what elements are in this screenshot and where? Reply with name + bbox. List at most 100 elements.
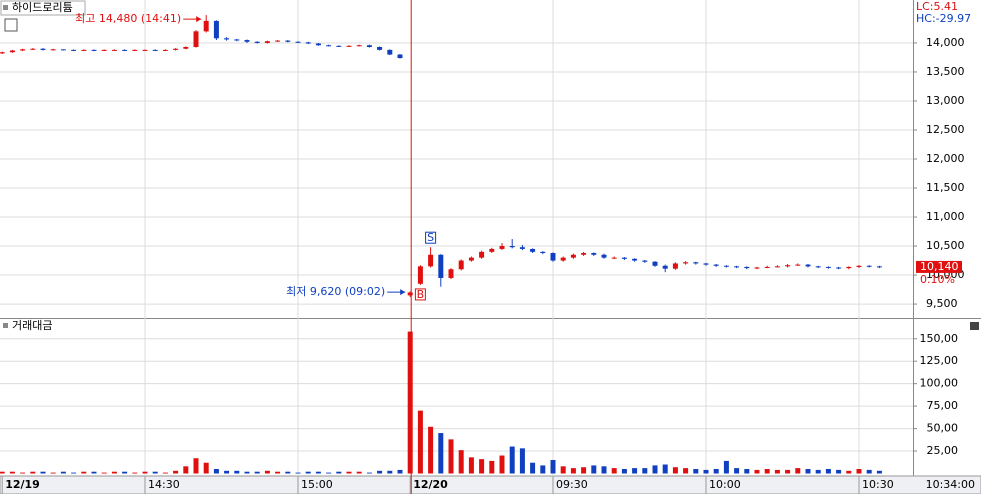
volume-bar	[846, 470, 852, 474]
volume-bar	[305, 471, 311, 474]
volume-bar	[785, 469, 791, 474]
candle-body	[275, 40, 281, 42]
candle-body	[448, 269, 454, 278]
y-tick-label: 125,00	[920, 354, 959, 367]
volume-bar	[652, 465, 658, 474]
candle-body	[723, 265, 729, 267]
candle-body	[621, 257, 627, 259]
candle-body	[479, 251, 485, 258]
volume-bar	[30, 471, 36, 474]
volume-bar	[397, 469, 403, 474]
volume-bar	[111, 471, 117, 474]
y-tick-label: 14,000	[926, 36, 965, 49]
buy-marker	[414, 288, 426, 301]
volume-bar	[683, 468, 689, 474]
volume-bar	[20, 472, 26, 474]
candle-body	[30, 48, 36, 50]
candle-body	[744, 266, 750, 269]
y-tick-label: 100,00	[920, 377, 959, 390]
x-tick-label: 15:00	[301, 478, 333, 491]
panel-button[interactable]	[970, 322, 979, 330]
volume-bar	[173, 470, 179, 474]
low-label: 최저 9,620 (09:02)	[286, 285, 385, 298]
x-tick-label: 10:30	[862, 478, 894, 491]
candle-body	[632, 258, 638, 261]
volume-bar	[0, 471, 5, 474]
volume-bar	[50, 472, 56, 474]
y-tick-label: 50,00	[927, 422, 959, 435]
candle-body	[785, 265, 791, 267]
volume-bar	[326, 472, 332, 474]
volume-bar	[530, 462, 536, 474]
candle-body	[20, 49, 26, 51]
candle-body	[795, 264, 801, 266]
candle-body	[734, 266, 740, 268]
volume-bar	[540, 465, 546, 474]
x-tick-label: 12/19	[5, 478, 40, 491]
candle-body	[876, 266, 882, 268]
volume-bar	[632, 468, 638, 474]
candle-body	[264, 41, 270, 43]
candle-body	[509, 246, 515, 248]
calendar-button[interactable]	[4, 18, 18, 32]
candle-body	[581, 253, 587, 255]
candle-body	[468, 257, 474, 261]
candle-body	[407, 292, 413, 296]
candle-body	[336, 45, 342, 47]
volume-bar	[509, 446, 515, 474]
volume-bar	[91, 471, 97, 474]
lc-label: LC:5.41	[916, 0, 958, 13]
volume-bar	[642, 468, 648, 474]
candle-body	[570, 254, 576, 258]
volume-bar	[693, 469, 699, 474]
candle-body	[111, 49, 117, 51]
y-tick-label: 9,500	[926, 297, 958, 310]
volume-title: 거래대금	[12, 319, 52, 332]
volume-bar	[9, 471, 15, 474]
volume-bar	[224, 470, 230, 474]
candle-body	[672, 263, 678, 269]
candle-body	[377, 47, 383, 50]
candle-body	[856, 265, 862, 267]
candle-body	[315, 43, 321, 46]
candle-body	[71, 49, 77, 51]
candle-body	[203, 20, 209, 32]
volume-bar	[356, 471, 362, 474]
candle-body	[173, 48, 179, 50]
volume-bar	[254, 471, 260, 474]
low-arrowhead	[400, 289, 406, 296]
candle-body	[601, 254, 607, 258]
volume-bar	[264, 470, 270, 474]
sell-marker	[425, 231, 437, 244]
volume-bar	[734, 468, 740, 474]
candle-body	[591, 253, 597, 255]
candle-body	[611, 257, 617, 259]
volume-bar	[805, 469, 811, 474]
candle-body	[285, 40, 291, 42]
volume-bar	[672, 467, 678, 474]
volume-bar	[764, 469, 770, 474]
candle-body	[213, 20, 219, 39]
volume-bar	[468, 457, 474, 474]
candle-body	[438, 254, 444, 278]
volume-bar	[713, 469, 719, 474]
candle-body	[866, 265, 872, 267]
candle-body	[152, 49, 158, 51]
y-tick-label: 75,00	[927, 399, 959, 412]
title-box	[0, 0, 86, 16]
volume-bar	[795, 468, 801, 474]
time-axis	[0, 475, 981, 494]
candle-body	[458, 260, 464, 270]
volume-bar	[774, 469, 780, 474]
candle-body	[356, 45, 362, 47]
candle-body	[366, 45, 372, 48]
candle-body	[519, 247, 525, 249]
y-tick-label: 12,500	[926, 123, 965, 136]
candle-body	[642, 260, 648, 262]
volume-bar	[162, 472, 168, 474]
candle-body	[101, 49, 107, 51]
candle-body	[499, 246, 505, 249]
chart-title: 하이드로리튬	[12, 0, 73, 14]
candle-body	[193, 31, 199, 48]
